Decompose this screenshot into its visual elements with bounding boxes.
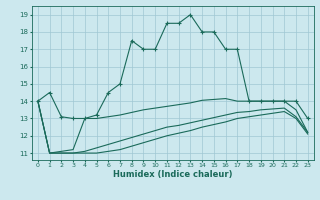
X-axis label: Humidex (Indice chaleur): Humidex (Indice chaleur) [113, 170, 233, 179]
